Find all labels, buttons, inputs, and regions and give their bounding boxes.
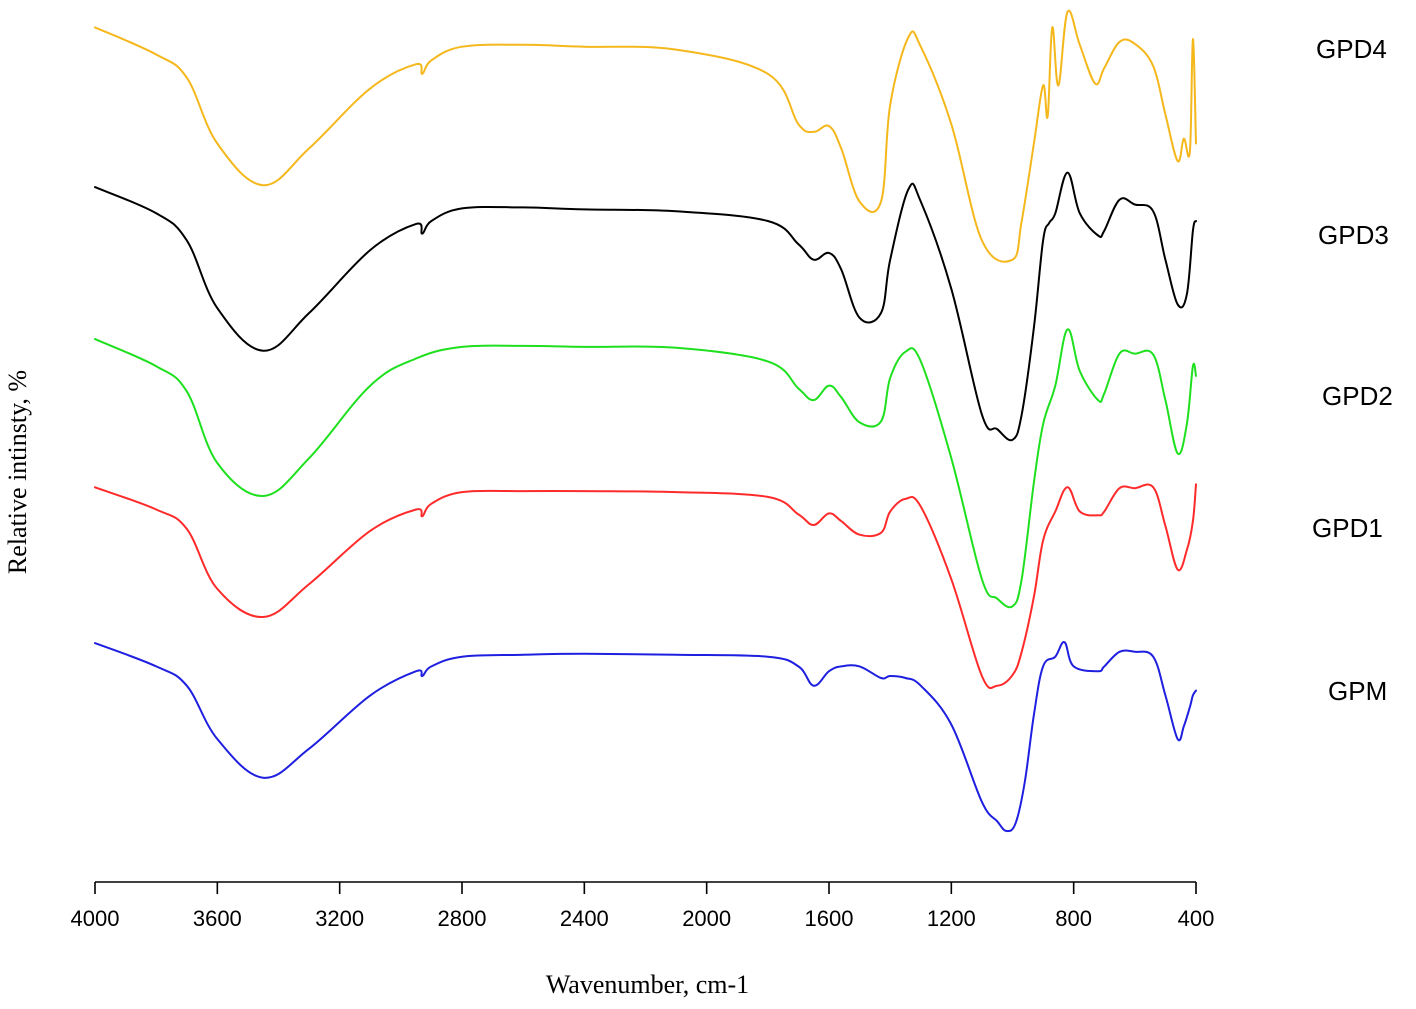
- x-tick-label-4000: 4000: [71, 906, 120, 931]
- y-axis-title: Relative intinsty, %: [3, 370, 32, 574]
- series-label-gpd1: GPD1: [1312, 513, 1383, 543]
- x-axis-ticks: 4000 3600 3200 2800 2400 2000 1600 1200 800 400: [71, 882, 1215, 931]
- series-label-gpd4: GPD4: [1316, 34, 1387, 64]
- x-tick-label-2000: 2000: [682, 906, 731, 931]
- series-line-gpd2: [94, 328, 1197, 609]
- x-tick-label-3200: 3200: [315, 906, 364, 931]
- x-tick-label-2800: 2800: [438, 906, 487, 931]
- series-label-gpd2: GPD2: [1322, 381, 1393, 411]
- x-tick-label-800: 800: [1055, 906, 1092, 931]
- x-tick-label-2400: 2400: [560, 906, 609, 931]
- x-tick-label-1200: 1200: [927, 906, 976, 931]
- series-line-gpd4: [94, 9, 1197, 263]
- x-tick-label-400: 400: [1178, 906, 1215, 931]
- x-tick-label-1600: 1600: [805, 906, 854, 931]
- series-label-layer: GPD4 GPD3 GPD2 GPD1 GPM: [1312, 34, 1393, 706]
- series-layer: [94, 9, 1197, 833]
- series-line-gpm: [94, 641, 1197, 833]
- series-label-gpm: GPM: [1328, 676, 1387, 706]
- series-line-gpd3: [94, 171, 1197, 442]
- x-axis-title: Wavenumber, cm-1: [546, 970, 749, 999]
- series-label-gpd3: GPD3: [1318, 220, 1389, 250]
- x-tick-label-3600: 3600: [193, 906, 242, 931]
- series-line-gpd1: [94, 483, 1197, 690]
